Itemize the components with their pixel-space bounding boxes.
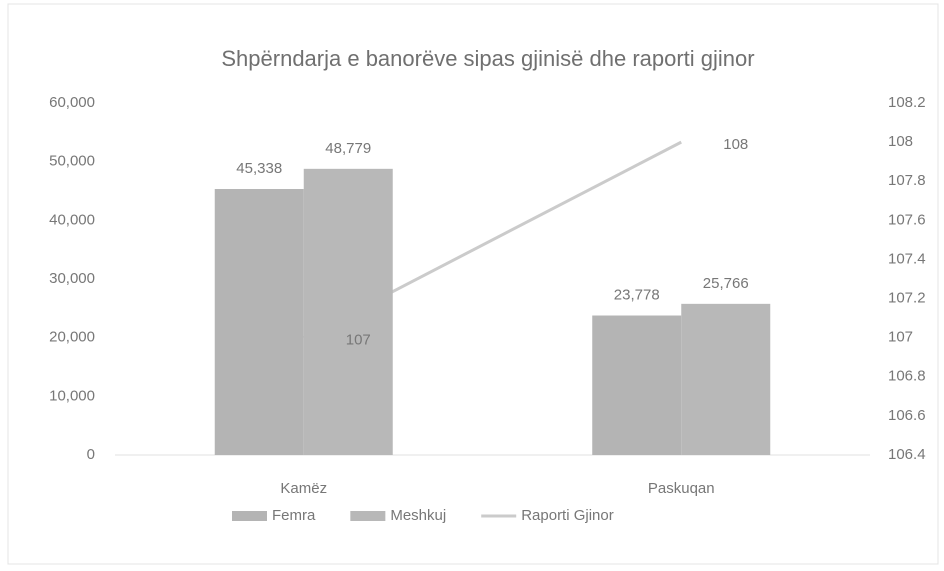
bar-value-label: 25,766 <box>703 275 749 292</box>
bar <box>681 303 771 455</box>
y-tick-label: 50,000 <box>49 153 95 170</box>
y2-tick-label: 108.2 <box>888 94 926 111</box>
x-tick-label: Kamëz <box>280 480 327 497</box>
y2-tick-label: 107 <box>888 329 913 346</box>
y2-tick-label: 107.8 <box>888 172 926 189</box>
y-tick-label: 60,000 <box>49 94 95 111</box>
bar <box>214 189 304 455</box>
legend-label: Femra <box>272 507 316 524</box>
y-tick-label: 20,000 <box>49 329 95 346</box>
line-value-label: 107 <box>346 332 371 349</box>
bar-value-label: 23,778 <box>614 286 660 303</box>
legend-swatch <box>350 511 386 521</box>
y2-tick-label: 106.8 <box>888 368 926 385</box>
y2-tick-label: 106.4 <box>888 446 926 463</box>
line-value-label: 108 <box>723 136 748 153</box>
y-tick-label: 40,000 <box>49 211 95 228</box>
chart-frame <box>7 3 939 565</box>
y-tick-label: 0 <box>87 446 95 463</box>
y2-tick-label: 108 <box>888 133 913 150</box>
bar <box>592 315 682 455</box>
y2-tick-label: 107.2 <box>888 290 926 307</box>
bar <box>303 168 393 455</box>
legend-label: Raporti Gjinor <box>521 507 614 524</box>
bar-value-label: 48,779 <box>325 140 371 157</box>
chart-title: Shpërndarja e banorëve sipas gjinisë dhe… <box>221 46 754 71</box>
x-tick-label: Paskuqan <box>648 480 715 497</box>
legend-swatch <box>232 511 267 521</box>
legend-label: Meshkuj <box>390 507 446 524</box>
y-tick-label: 30,000 <box>49 270 95 287</box>
y2-tick-label: 106.6 <box>888 407 926 424</box>
y2-tick-label: 107.6 <box>888 211 926 228</box>
y2-tick-label: 107.4 <box>888 250 926 267</box>
bar-value-label: 45,338 <box>236 160 282 177</box>
y-tick-label: 10,000 <box>49 387 95 404</box>
